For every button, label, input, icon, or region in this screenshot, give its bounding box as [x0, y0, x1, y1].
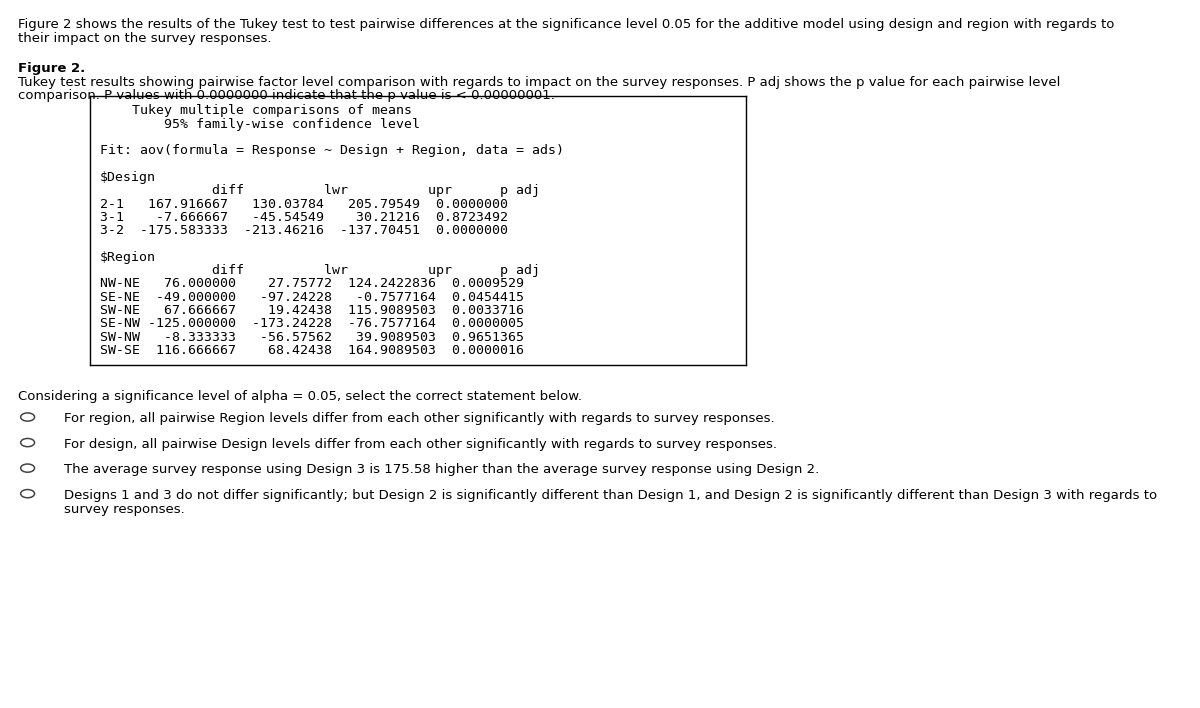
Text: Fit: aov(formula = Response ~ Design + Region, data = ads): Fit: aov(formula = Response ~ Design + R… [100, 144, 564, 157]
Text: 3-2  -175.583333  -213.46216  -137.70451  0.0000000: 3-2 -175.583333 -213.46216 -137.70451 0.… [100, 224, 508, 237]
Text: their impact on the survey responses.: their impact on the survey responses. [18, 31, 271, 45]
Text: 3-1    -7.666667   -45.54549    30.21216  0.8723492: 3-1 -7.666667 -45.54549 30.21216 0.87234… [100, 211, 508, 224]
Text: Figure 2 shows the results of the Tukey test to test pairwise differences at the: Figure 2 shows the results of the Tukey … [18, 18, 1115, 30]
Text: SW-SE  116.666667    68.42438  164.9089503  0.0000016: SW-SE 116.666667 68.42438 164.9089503 0.… [100, 344, 523, 357]
Text: 2-1   167.916667   130.03784   205.79549  0.0000000: 2-1 167.916667 130.03784 205.79549 0.000… [100, 198, 508, 210]
Text: Tukey test results showing pairwise factor level comparison with regards to impa: Tukey test results showing pairwise fact… [18, 76, 1061, 88]
Text: For region, all pairwise Region levels differ from each other significantly with: For region, all pairwise Region levels d… [64, 412, 774, 426]
Text: 95% family-wise confidence level: 95% family-wise confidence level [100, 118, 420, 131]
Text: $Design: $Design [100, 171, 156, 184]
Text: $Region: $Region [100, 251, 156, 264]
Text: NW-NE   76.000000    27.75772  124.2422836  0.0009529: NW-NE 76.000000 27.75772 124.2422836 0.0… [100, 278, 523, 290]
Text: comparison. P values with 0.0000000 indicate that the p value is < 0.00000001.: comparison. P values with 0.0000000 indi… [18, 89, 554, 103]
Text: Designs 1 and 3 do not differ significantly; but Design 2 is significantly diffe: Designs 1 and 3 do not differ significan… [64, 489, 1157, 502]
Text: The average survey response using Design 3 is 175.58 higher than the average sur: The average survey response using Design… [64, 463, 818, 476]
Text: SE-NE  -49.000000   -97.24228   -0.7577164  0.0454415: SE-NE -49.000000 -97.24228 -0.7577164 0.… [100, 291, 523, 304]
Text: SW-NW   -8.333333   -56.57562   39.9089503  0.9651365: SW-NW -8.333333 -56.57562 39.9089503 0.9… [100, 331, 523, 343]
Text: survey responses.: survey responses. [64, 503, 185, 515]
Text: SW-NE   67.666667    19.42438  115.9089503  0.0033716: SW-NE 67.666667 19.42438 115.9089503 0.0… [100, 304, 523, 317]
Text: SE-NW -125.000000  -173.24228  -76.7577164  0.0000005: SE-NW -125.000000 -173.24228 -76.7577164… [100, 317, 523, 331]
Text: Figure 2.: Figure 2. [18, 62, 85, 75]
Text: Considering a significance level of alpha = 0.05, select the correct statement b: Considering a significance level of alph… [18, 390, 582, 403]
Text: diff          lwr          upr      p adj: diff lwr upr p adj [100, 184, 540, 198]
Text: diff          lwr          upr      p adj: diff lwr upr p adj [100, 264, 540, 277]
Text: For design, all pairwise Design levels differ from each other significantly with: For design, all pairwise Design levels d… [64, 438, 776, 451]
Text: Tukey multiple comparisons of means: Tukey multiple comparisons of means [100, 104, 412, 118]
